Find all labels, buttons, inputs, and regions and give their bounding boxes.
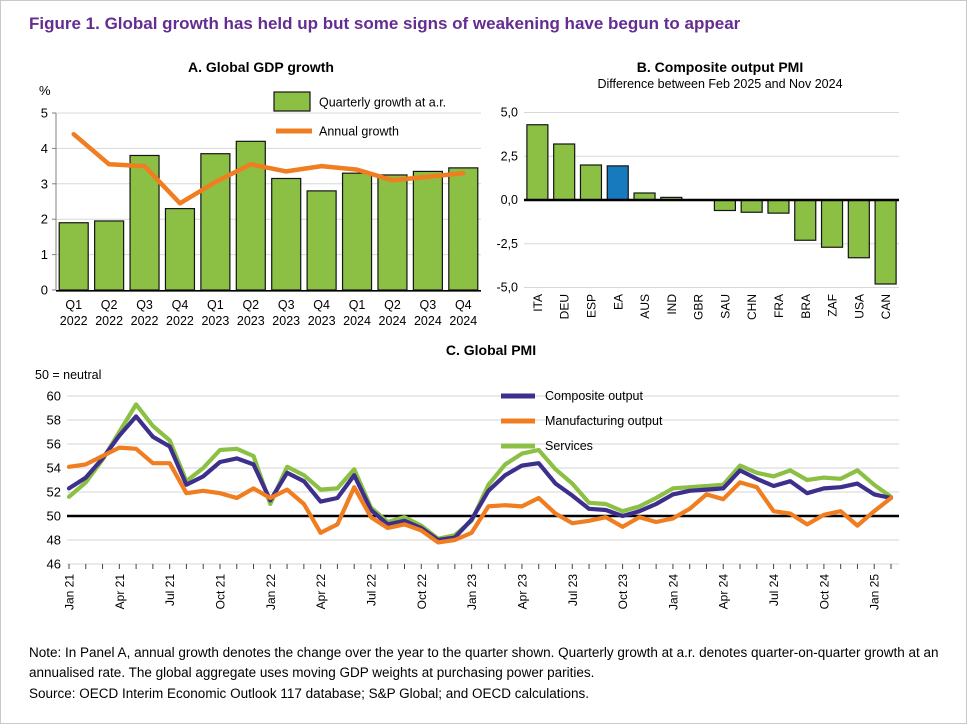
panel-b-title: B. Composite output PMI (636, 59, 804, 75)
figure-footnote: Note: In Panel A, annual growth denotes … (29, 643, 945, 704)
svg-text:IND: IND (665, 294, 679, 315)
svg-text:52: 52 (47, 485, 61, 500)
svg-text:2023: 2023 (308, 314, 336, 328)
svg-text:2024: 2024 (343, 314, 371, 328)
svg-text:Annual growth: Annual growth (319, 125, 399, 139)
svg-text:Q1: Q1 (65, 298, 82, 312)
svg-text:Jan 22: Jan 22 (264, 574, 278, 610)
svg-text:Apr 21: Apr 21 (113, 574, 127, 610)
svg-text:USA: USA (852, 294, 866, 319)
svg-text:2024: 2024 (414, 314, 442, 328)
panel-c-title: C. Global PMI (445, 342, 537, 358)
svg-text:Jan 21: Jan 21 (63, 574, 77, 610)
svg-text:2022: 2022 (60, 314, 88, 328)
svg-text:SAU: SAU (718, 294, 732, 319)
svg-text:Q2: Q2 (384, 298, 401, 312)
svg-text:50: 50 (47, 509, 61, 524)
svg-text:2024: 2024 (449, 314, 477, 328)
svg-text:56: 56 (47, 437, 61, 452)
panel-a-title: A. Global GDP growth (188, 59, 334, 75)
svg-text:Jan 23: Jan 23 (465, 574, 479, 610)
svg-text:Apr 23: Apr 23 (515, 574, 529, 610)
svg-text:Jan 24: Jan 24 (666, 574, 680, 610)
svg-text:2022: 2022 (166, 314, 194, 328)
svg-text:Oct 22: Oct 22 (415, 574, 429, 610)
panel-a-chart: 0 1 2 3 4 5% Q1 2022 Q2 2022 Q3 2022 Q4 2022 Q1 2023 Q2 2… (39, 83, 481, 328)
svg-text:CHN: CHN (745, 294, 759, 320)
svg-text:Jan 25: Jan 25 (868, 574, 882, 610)
svg-text:GBR: GBR (692, 294, 706, 320)
svg-text:2023: 2023 (272, 314, 300, 328)
svg-text:Apr 24: Apr 24 (717, 574, 731, 610)
svg-text:50 = neutral: 50 = neutral (35, 368, 101, 382)
svg-text:Jul 24: Jul 24 (767, 574, 781, 606)
svg-text:58: 58 (47, 413, 61, 428)
svg-text:5,0: 5,0 (501, 106, 518, 120)
svg-text:Oct 23: Oct 23 (616, 574, 630, 610)
svg-text:5: 5 (41, 106, 48, 121)
svg-text:2023: 2023 (237, 314, 265, 328)
svg-text:Composite output: Composite output (545, 389, 644, 403)
svg-text:Q1: Q1 (349, 298, 366, 312)
svg-text:%: % (39, 83, 51, 98)
svg-text:Jul 21: Jul 21 (163, 574, 177, 606)
svg-text:Oct 24: Oct 24 (817, 574, 831, 610)
svg-text:Jul 22: Jul 22 (364, 574, 378, 606)
svg-text:Q4: Q4 (455, 298, 472, 312)
svg-text:2022: 2022 (131, 314, 159, 328)
panel-b-subtitle: Difference between Feb 2025 and Nov 2024 (597, 77, 843, 91)
svg-text:2022: 2022 (95, 314, 123, 328)
panel-b-composite-output-pmi: B. Composite output PMI Difference betwe… (494, 58, 946, 334)
svg-text:Q3: Q3 (278, 298, 295, 312)
svg-text:Q4: Q4 (172, 298, 189, 312)
panel-b-chart: 5,0 2,5 0,0 -2,5 -5,0 ITA DEU ESP EA AUS IND GBR SAU… (496, 106, 899, 320)
svg-text:EA: EA (611, 294, 625, 310)
svg-text:2,5: 2,5 (501, 149, 518, 163)
svg-text:Apr 22: Apr 22 (314, 574, 328, 610)
panel-c-global-pmi: C. Global PMI 46 48 50 52 54 56 58 60 Jan 21 Apr … (31, 340, 951, 625)
svg-text:Q3: Q3 (136, 298, 153, 312)
svg-text:BRA: BRA (799, 294, 813, 319)
svg-text:Q3: Q3 (420, 298, 437, 312)
svg-text:Oct 21: Oct 21 (213, 574, 227, 610)
panel-a-global-gdp-growth: A. Global GDP growth 0 1 2 3 4 5% Q1 2022 Q2 2022… (31, 57, 491, 332)
svg-text:0,0: 0,0 (501, 193, 518, 207)
svg-text:Q1: Q1 (207, 298, 224, 312)
svg-text:DEU: DEU (558, 294, 572, 319)
svg-text:AUS: AUS (638, 294, 652, 319)
svg-text:-5,0: -5,0 (496, 281, 518, 295)
svg-text:ESP: ESP (584, 294, 598, 318)
svg-text:2023: 2023 (201, 314, 229, 328)
note-text: Note: In Panel A, annual growth denotes … (29, 645, 939, 681)
svg-text:-2,5: -2,5 (496, 237, 518, 251)
svg-text:48: 48 (47, 533, 61, 548)
svg-text:Q2: Q2 (101, 298, 118, 312)
svg-text:Services: Services (545, 439, 593, 453)
panel-c-chart: 46 48 50 52 54 56 58 60 Jan 21 Apr 21 Jul 21 Oct 21… (35, 368, 899, 610)
svg-text:Manufacturing output: Manufacturing output (545, 414, 663, 428)
svg-text:ITA: ITA (531, 294, 545, 312)
source-text: Source: OECD Interim Economic Outlook 11… (29, 685, 590, 701)
svg-text:54: 54 (47, 461, 61, 476)
svg-text:Jul 23: Jul 23 (566, 574, 580, 606)
svg-text:CAN: CAN (879, 294, 893, 319)
figure-title: Figure 1. Global growth has held up but … (29, 14, 741, 33)
svg-text:Quarterly growth at a.r.: Quarterly growth at a.r. (319, 96, 446, 110)
svg-text:60: 60 (47, 389, 61, 404)
svg-text:4: 4 (41, 141, 48, 156)
svg-text:46: 46 (47, 557, 61, 572)
svg-text:2: 2 (41, 212, 48, 227)
svg-text:Q2: Q2 (242, 298, 259, 312)
svg-text:0: 0 (41, 283, 48, 298)
svg-text:Q4: Q4 (313, 298, 330, 312)
svg-text:ZAF: ZAF (826, 294, 840, 317)
svg-text:FRA: FRA (772, 294, 786, 318)
svg-text:1: 1 (41, 247, 48, 262)
svg-text:2024: 2024 (379, 314, 407, 328)
svg-text:3: 3 (41, 176, 48, 191)
